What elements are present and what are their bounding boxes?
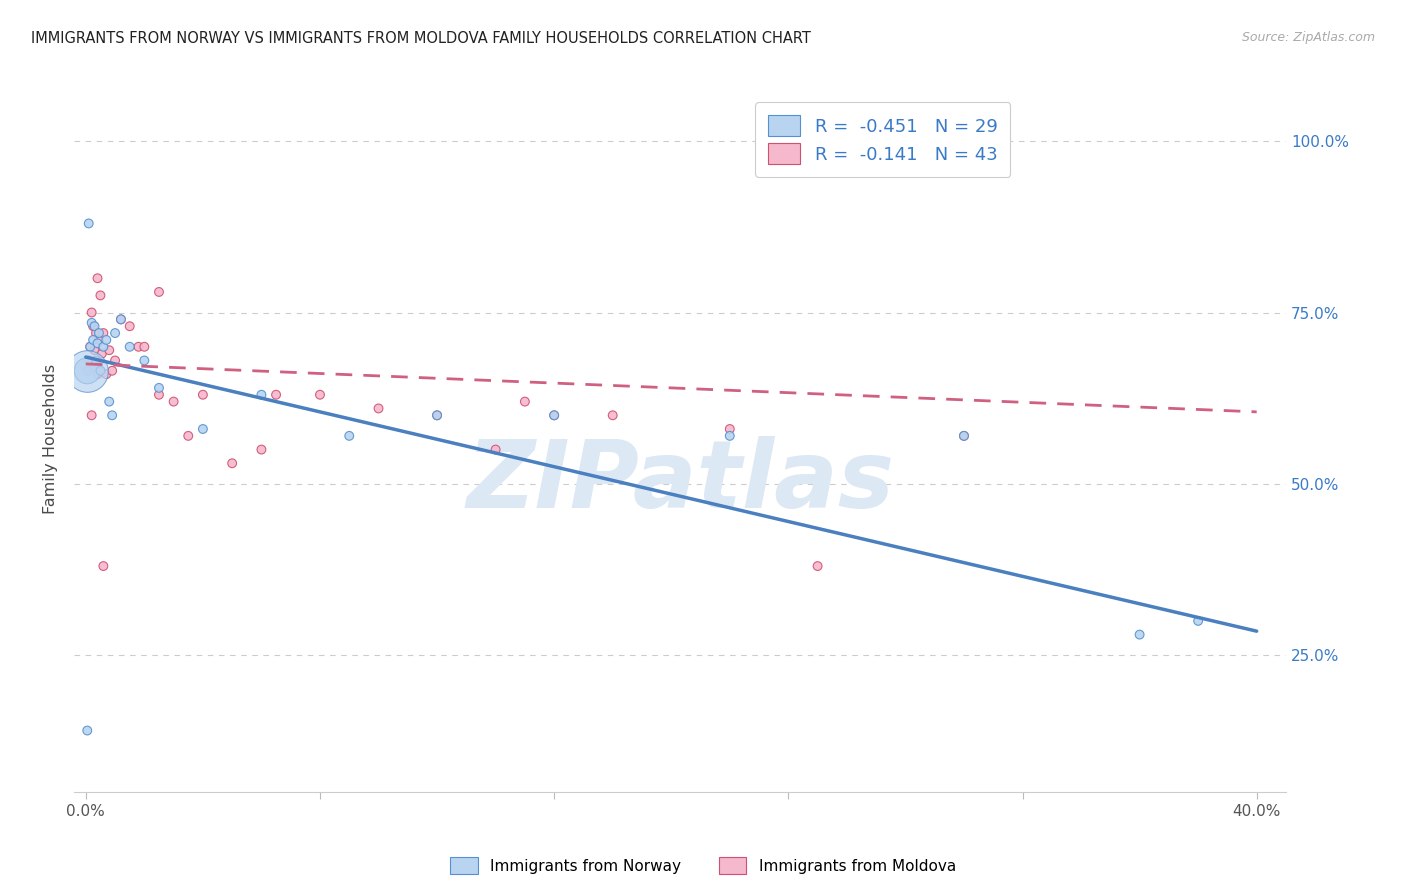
Point [79, 340, 101, 354]
Point [86, 271, 108, 285]
Point [98, 343, 121, 358]
Point [93, 326, 115, 340]
Text: Source: ZipAtlas.com: Source: ZipAtlas.com [1241, 31, 1375, 45]
Point [86, 336, 108, 351]
Legend: R =  -0.451   N = 29, R =  -0.141   N = 43: R = -0.451 N = 29, R = -0.141 N = 43 [755, 103, 1011, 177]
Point [79, 340, 101, 354]
Point [89, 364, 111, 378]
Point [96, 333, 118, 347]
Point [98, 394, 121, 409]
Text: IMMIGRANTS FROM NORWAY VS IMMIGRANTS FROM MOLDOVA FAMILY HOUSEHOLDS CORRELATION : IMMIGRANTS FROM NORWAY VS IMMIGRANTS FRO… [31, 31, 811, 46]
Point [87, 326, 110, 340]
Point [77, 353, 100, 368]
Point [104, 353, 127, 368]
Point [177, 429, 200, 443]
Point [83, 319, 105, 334]
Point [543, 409, 565, 423]
Y-axis label: Family Households: Family Households [44, 364, 58, 515]
Point [309, 388, 332, 402]
Point [76, 364, 98, 378]
Point [80, 316, 103, 330]
Point [426, 409, 449, 423]
Point [77, 216, 100, 230]
Point [718, 422, 741, 436]
Point [250, 388, 273, 402]
Point [101, 409, 124, 423]
Point [543, 409, 565, 423]
Point [80, 305, 103, 319]
Point [82, 333, 104, 347]
Point [101, 364, 124, 378]
Point [602, 409, 624, 423]
Point [89, 364, 111, 378]
Point [110, 312, 132, 326]
Point [513, 394, 536, 409]
Point [426, 409, 449, 423]
Point [337, 429, 360, 443]
Point [250, 442, 273, 457]
Point [83, 343, 105, 358]
Point [86, 367, 108, 381]
Point [134, 353, 156, 368]
Point [162, 394, 184, 409]
Point [134, 340, 156, 354]
Point [84, 353, 107, 368]
Point [127, 340, 149, 354]
Point [82, 319, 104, 334]
Point [191, 388, 214, 402]
Point [118, 340, 141, 354]
Point [953, 429, 976, 443]
Point [80, 409, 103, 423]
Point [104, 326, 127, 340]
Point [718, 429, 741, 443]
Text: ZIPatlas: ZIPatlas [465, 435, 894, 528]
Point [76, 364, 98, 378]
Point [110, 312, 132, 326]
Point [89, 288, 111, 302]
Point [807, 559, 830, 574]
Point [84, 326, 107, 340]
Point [83, 360, 105, 375]
Point [1187, 614, 1209, 628]
Point [148, 285, 170, 299]
Point [96, 367, 118, 381]
Point [191, 422, 214, 436]
Point [93, 559, 115, 574]
Point [148, 388, 170, 402]
Point [1129, 627, 1152, 641]
Point [484, 442, 506, 457]
Point [221, 456, 243, 470]
Point [93, 340, 115, 354]
Point [953, 429, 976, 443]
Point [87, 333, 110, 347]
Legend: Immigrants from Norway, Immigrants from Moldova: Immigrants from Norway, Immigrants from … [444, 851, 962, 880]
Point [148, 381, 170, 395]
Point [264, 388, 287, 402]
Point [76, 723, 98, 738]
Point [118, 319, 141, 334]
Point [90, 346, 112, 360]
Point [76, 364, 98, 378]
Point [367, 401, 389, 416]
